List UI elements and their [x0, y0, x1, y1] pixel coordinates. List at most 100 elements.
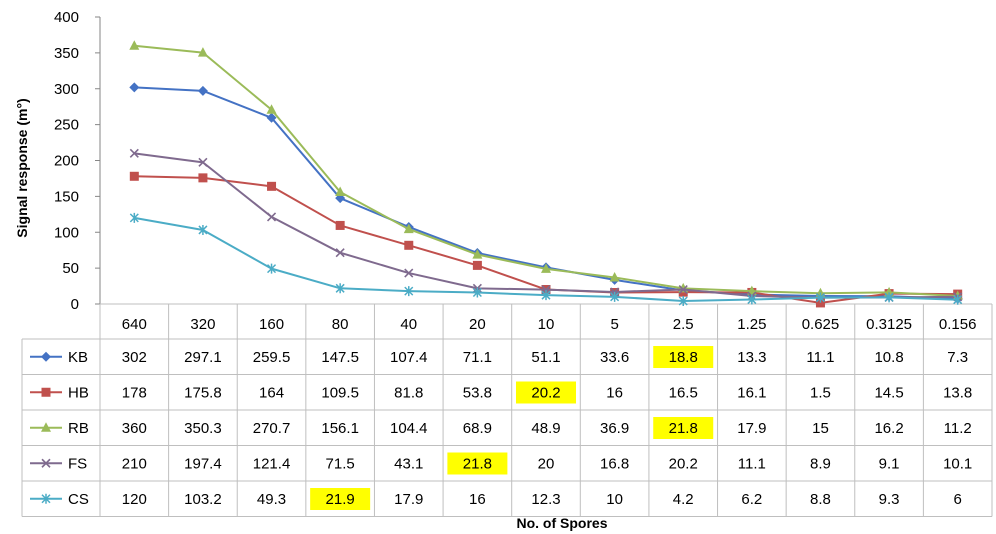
data-table-values: 302 297.1 259.5 147.5 107.4 71.1 51.1 33.6 18.8 1… — [122, 349, 973, 508]
x-tick-label: 2.5 — [673, 316, 694, 333]
x-tick-label: 160 — [259, 316, 284, 333]
data-point-rb — [609, 272, 620, 282]
table-cell-fs: 20.2 — [669, 455, 698, 472]
table-cell-hb: 109.5 — [321, 384, 359, 401]
x-axis-title: No. of Spores — [516, 515, 607, 531]
table-cell-kb: 302 — [122, 349, 147, 366]
y-axis: 0 50 100 150 200 250 300 350 400 — [54, 9, 101, 313]
legend-marker-kb — [41, 351, 51, 362]
y-tick-label: 100 — [54, 224, 79, 241]
category-labels: 640 320 160 80 40 20 10 5 2.5 1.25 0.625 0.3125 0.15… — [122, 316, 977, 333]
series-rb — [129, 40, 963, 300]
data-point-cs — [747, 294, 757, 305]
data-point-fs — [129, 148, 139, 158]
data-point-fs — [335, 248, 345, 258]
data-point-cs — [335, 283, 345, 294]
data-point-rb — [129, 40, 140, 50]
data-point-fs — [678, 284, 688, 295]
y-tick-label: 50 — [62, 260, 79, 277]
data-point-cs — [404, 286, 414, 297]
series-line-hb — [134, 175, 958, 304]
x-tick-label: 1.25 — [737, 316, 766, 333]
legend-label-kb: KB — [68, 349, 88, 366]
table-cell-rb: 48.9 — [531, 420, 560, 437]
data-point-hb — [815, 298, 825, 308]
data-point-kb — [129, 82, 140, 93]
table-cell-fs: 121.4 — [253, 455, 291, 472]
table-cell-fs: 197.4 — [184, 455, 222, 472]
table-cell-hb: 16 — [606, 384, 623, 401]
series-line-fs — [134, 152, 958, 299]
data-point-cs — [815, 292, 825, 303]
series-line-rb — [134, 44, 958, 297]
table-cell-kb: 71.1 — [463, 349, 492, 366]
legend-marker-hb — [41, 387, 51, 397]
table-cell-cs: 4.2 — [673, 491, 694, 508]
table-cell-cs: 49.3 — [257, 491, 286, 508]
x-tick-label: 0.3125 — [866, 316, 912, 333]
table-cell-rb: 16.2 — [874, 420, 903, 437]
table-cell-cs: 21.9 — [326, 491, 355, 508]
highlight-cell — [516, 381, 576, 404]
table-cell-cs: 8.8 — [810, 491, 831, 508]
table-cell-fs: 71.5 — [326, 455, 355, 472]
series-fs — [129, 148, 963, 303]
data-point-cs — [129, 212, 139, 223]
table-cell-fs: 16.8 — [600, 455, 629, 472]
table-cell-fs: 9.1 — [879, 455, 900, 472]
data-point-kb — [266, 112, 277, 123]
table-cell-rb: 36.9 — [600, 420, 629, 437]
data-point-hb — [404, 240, 414, 250]
table-cell-cs: 6.2 — [741, 491, 762, 508]
table-cell-rb: 270.7 — [253, 420, 291, 437]
table-cell-cs: 6 — [954, 491, 962, 508]
table-cell-kb: 297.1 — [184, 349, 222, 366]
x-tick-label: 320 — [190, 316, 215, 333]
table-cell-rb: 156.1 — [321, 420, 359, 437]
y-tick-label: 200 — [54, 153, 79, 170]
legend-label-hb: HB — [68, 384, 89, 401]
table-cell-kb: 259.5 — [253, 349, 291, 366]
legend-marker-fs — [41, 458, 51, 468]
data-point-rb — [403, 223, 414, 234]
series-lines — [129, 40, 963, 308]
table-cell-hb: 14.5 — [874, 384, 903, 401]
x-tick-label: 0.156 — [939, 316, 977, 333]
table-cell-fs: 8.9 — [810, 455, 831, 472]
table-cell-hb: 164 — [259, 384, 284, 401]
table-cell-fs: 43.1 — [394, 455, 423, 472]
y-tick-label: 150 — [54, 188, 79, 205]
table-cell-kb: 107.4 — [390, 349, 428, 366]
series-hb — [129, 171, 963, 308]
table-cell-cs: 12.3 — [531, 491, 560, 508]
data-point-cs — [884, 292, 894, 303]
table-cell-fs: 20 — [538, 455, 555, 472]
data-point-rb — [266, 104, 277, 114]
table-cell-hb: 16.1 — [737, 384, 766, 401]
legend-marker-rb — [41, 422, 51, 432]
table-cell-rb: 15 — [812, 420, 829, 437]
legend-keys: KB HB RB FS CS — [30, 349, 89, 508]
data-point-cs — [610, 291, 620, 302]
table-cell-hb: 178 — [122, 384, 147, 401]
table-cell-hb: 1.5 — [810, 384, 831, 401]
table-cell-hb: 175.8 — [184, 384, 222, 401]
table-cell-rb: 350.3 — [184, 420, 222, 437]
y-tick-label: 250 — [54, 117, 79, 134]
x-tick-label: 20 — [469, 316, 486, 333]
y-axis-title: Signal response (m°) — [14, 98, 30, 237]
table-cell-cs: 120 — [122, 491, 147, 508]
x-tick-label: 10 — [538, 316, 555, 333]
highlight-cell — [653, 346, 714, 368]
legend-label-rb: RB — [68, 420, 89, 437]
highlights — [310, 346, 714, 510]
data-point-rb — [197, 47, 208, 57]
table-cell-rb: 68.9 — [463, 420, 492, 437]
data-point-cs — [678, 295, 688, 306]
y-tick-label: 350 — [54, 45, 79, 62]
table-cell-hb: 16.5 — [669, 384, 698, 401]
table-cell-kb: 10.8 — [874, 349, 903, 366]
legend-label-cs: CS — [68, 491, 89, 508]
data-point-cs — [472, 287, 482, 298]
